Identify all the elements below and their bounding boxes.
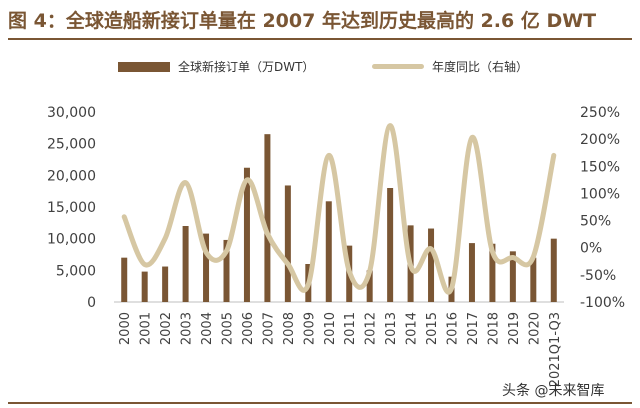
chart-title: 图 4：全球造船新接订单量在 2007 年达到历史最高的 2.6 亿 DWT <box>8 10 597 32</box>
x-tick-label: 2019 <box>507 312 522 345</box>
bar <box>264 134 271 302</box>
y-right-tick-label: 150% <box>580 159 620 175</box>
bar <box>121 257 128 302</box>
x-tick-label: 2017 <box>466 312 481 345</box>
y-right-tick-label: 200% <box>580 132 620 148</box>
x-tick-label: 2012 <box>364 312 379 345</box>
y-right-tick-label: 0% <box>580 241 602 257</box>
legend-label-line: 年度同比（右轴） <box>432 60 529 74</box>
bar <box>243 167 250 302</box>
x-tick-label: 2021Q1-Q3 <box>548 312 563 387</box>
x-tick-label: 2004 <box>200 312 215 345</box>
y-right-tick-label: 250% <box>580 105 620 121</box>
legend-label-bars: 全球新接订单（万DWT） <box>178 60 315 74</box>
x-tick-label: 2013 <box>384 312 399 345</box>
bar <box>509 251 516 302</box>
legend: 全球新接订单（万DWT） 年度同比（右轴） <box>0 58 640 80</box>
x-tick-label: 2001 <box>139 312 154 345</box>
x-tick-label: 2015 <box>425 312 440 345</box>
bottom-rule <box>8 402 632 404</box>
title-rule <box>8 38 632 40</box>
bar <box>428 228 435 302</box>
y-left-tick-label: 20,000 <box>47 168 96 184</box>
y-right-tick-label: -50% <box>580 268 616 284</box>
x-tick-label: 2003 <box>180 312 195 345</box>
x-tick-label: 2016 <box>446 312 461 345</box>
x-tick-label: 2020 <box>527 312 542 345</box>
bar <box>223 239 230 302</box>
bar <box>489 243 496 302</box>
series-line-yoy <box>121 123 557 295</box>
x-tick-label: 2018 <box>486 312 501 345</box>
bar <box>468 243 475 302</box>
y-right-tick-label: 100% <box>580 186 620 202</box>
y-left-tick-label: 10,000 <box>47 232 96 248</box>
bar <box>162 266 169 302</box>
legend-item-bars: 全球新接订单（万DWT） <box>118 58 314 75</box>
y-right-tick-label: 50% <box>580 214 611 230</box>
bar <box>550 238 557 302</box>
bar <box>325 201 332 302</box>
y-left-tick-label: 25,000 <box>47 137 96 153</box>
x-tick-label: 2008 <box>282 312 297 345</box>
x-tick-label: 2006 <box>241 312 256 345</box>
legend-swatch-bars <box>118 61 170 72</box>
bar <box>366 270 373 302</box>
y-left-tick-label: 30,000 <box>47 105 96 121</box>
x-tick-label: 2000 <box>118 312 133 345</box>
x-tick-label: 2007 <box>261 312 276 345</box>
x-tick-label: 2009 <box>302 312 317 345</box>
y-left-tick-label: 15,000 <box>47 200 96 216</box>
bar <box>203 233 210 302</box>
x-tick-label: 2014 <box>405 312 420 345</box>
bar <box>284 185 291 302</box>
x-tick-label: 2011 <box>343 312 358 345</box>
watermark-text: 头条 @未来智库 <box>502 383 605 399</box>
y-right-tick-label: -100% <box>580 295 625 311</box>
bar <box>182 226 189 302</box>
x-tick-label: 2010 <box>323 312 338 345</box>
y-left-tick-label: 0 <box>87 295 96 311</box>
legend-swatch-line <box>372 64 424 69</box>
bar <box>530 257 537 302</box>
y-left-tick-label: 5,000 <box>56 263 96 279</box>
legend-item-line: 年度同比（右轴） <box>372 58 528 75</box>
x-tick-label: 2005 <box>221 312 236 345</box>
x-tick-label: 2002 <box>159 312 174 345</box>
bar <box>387 188 394 302</box>
bar <box>141 271 148 302</box>
